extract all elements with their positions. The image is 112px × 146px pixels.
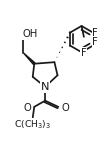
Text: F: F [92,37,97,47]
Text: OH: OH [22,29,38,39]
Text: O: O [23,103,31,113]
Text: F: F [80,48,86,58]
Text: C(CH$_3$)$_3$: C(CH$_3$)$_3$ [14,118,51,131]
Text: O: O [61,103,69,113]
Text: F: F [92,28,97,38]
Polygon shape [23,53,35,65]
Text: N: N [41,82,49,92]
